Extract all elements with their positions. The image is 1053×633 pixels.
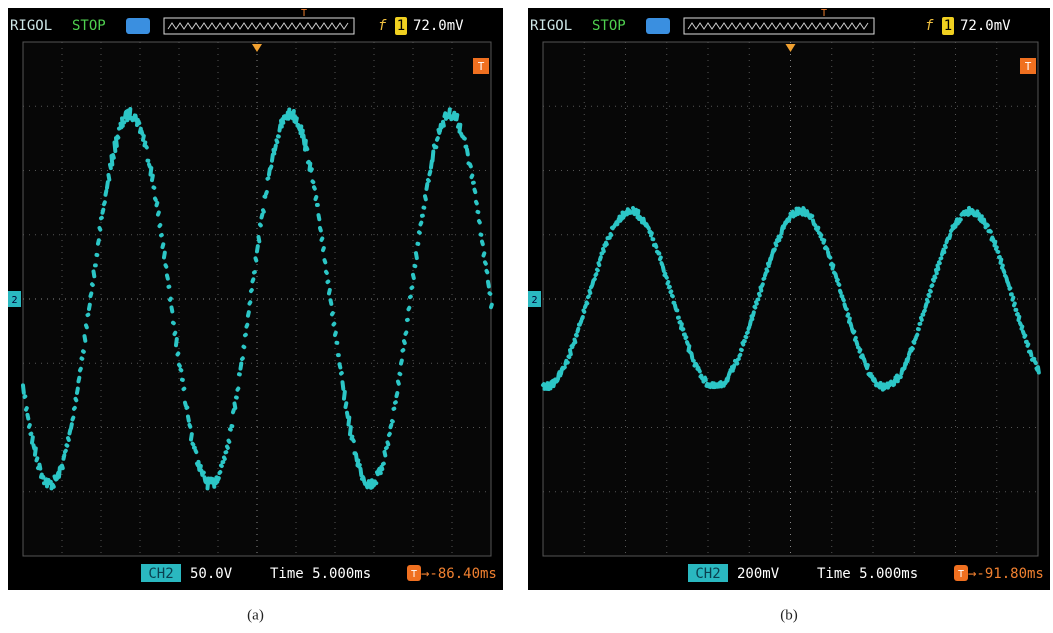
caption: (a) [247, 607, 264, 623]
trigger-level: 72.0mV [960, 18, 1011, 34]
channel-label: CH2 [148, 566, 173, 582]
brand: RIGOL [10, 18, 52, 34]
vertical-scale: 200mV [737, 566, 780, 582]
timebase: Time 5.000ms [270, 566, 371, 582]
time-offset: →-91.80ms [968, 566, 1044, 582]
brand: RIGOL [530, 18, 572, 34]
channel-marker: 2 [531, 295, 537, 306]
status: STOP [72, 18, 106, 34]
trigger-edge: f [378, 18, 387, 34]
run-icon [646, 18, 670, 34]
oscilloscope-figure: RIGOLSTOPTf172.0mVT2CH250.0VTime 5.000ms… [0, 0, 1053, 633]
trigger-source: 1 [397, 18, 405, 34]
time-offset: →-86.40ms [421, 566, 497, 582]
offset-icon: T [411, 569, 417, 580]
trigger-level: 72.0mV [413, 18, 464, 34]
timebase: Time 5.000ms [817, 566, 918, 582]
channel-label: CH2 [695, 566, 720, 582]
trigger-source: 1 [944, 18, 952, 34]
offset-icon: T [958, 569, 964, 580]
status: STOP [592, 18, 626, 34]
trigger-marker: T [301, 8, 307, 19]
channel-marker: 2 [11, 295, 17, 306]
caption: (b) [780, 607, 798, 623]
trigger-edge: f [925, 18, 934, 34]
vertical-scale: 50.0V [190, 566, 233, 582]
trigger-flag: T [478, 60, 485, 73]
trigger-flag: T [1025, 60, 1032, 73]
trigger-marker: T [821, 8, 827, 19]
run-icon [126, 18, 150, 34]
